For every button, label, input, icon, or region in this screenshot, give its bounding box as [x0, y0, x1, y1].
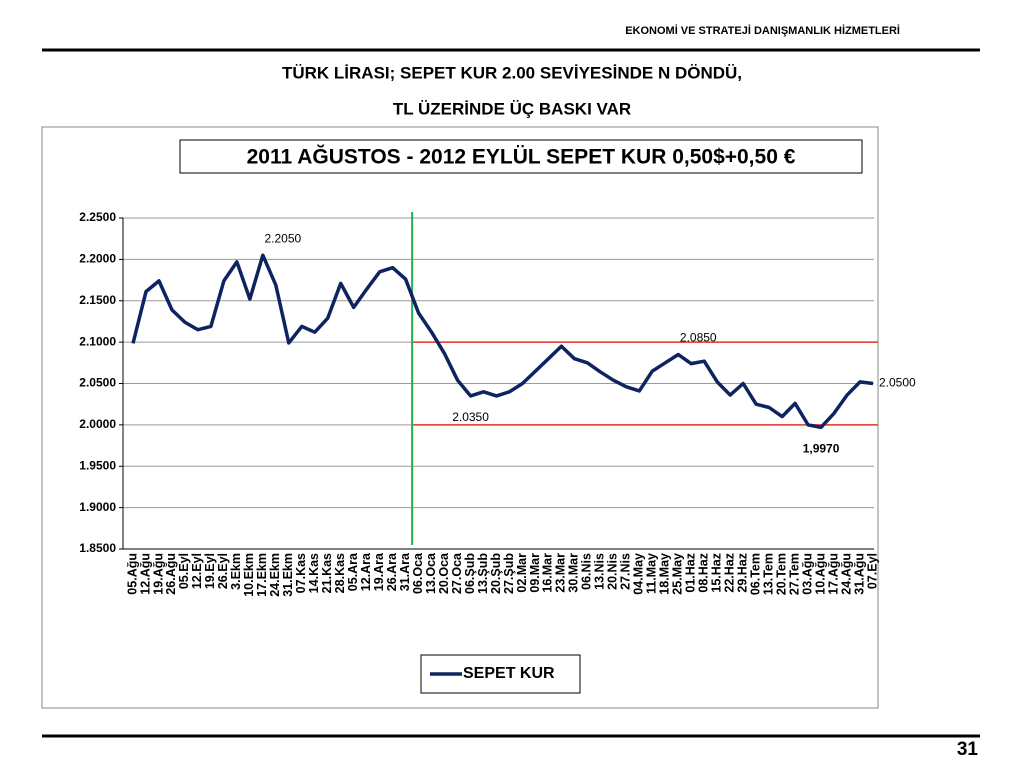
slide-title: TL ÜZERİNDE ÜÇ BASKI VAR: [393, 99, 631, 118]
y-tick-label: 1.9000: [79, 500, 116, 514]
x-tick-label: 04.May: [632, 553, 646, 595]
legend-label: SEPET KUR: [463, 665, 555, 682]
x-tick-label: 27.Nis: [619, 553, 633, 590]
x-tick-label: 06.Oca: [411, 552, 425, 594]
x-tick-label: 13.Nis: [593, 553, 607, 590]
x-tick-label: 12.Ara: [359, 552, 373, 591]
data-label: 2.0350: [452, 410, 489, 424]
x-tick-label: 31.Ara: [398, 552, 412, 591]
data-label: 1,9970: [803, 442, 840, 456]
page-number: 31: [957, 739, 979, 760]
y-tick-label: 2.1500: [79, 293, 116, 307]
x-tick-label: 24.Ağu: [839, 553, 853, 595]
x-tick-label: 03.Ağu: [800, 553, 814, 595]
x-tick-label: 28.Kas: [333, 553, 347, 593]
x-tick-label: 07.Eyl: [865, 553, 879, 589]
series-line: [131, 253, 874, 430]
x-tick-label: 3.Ekm: [229, 553, 243, 590]
slide-title: TÜRK LİRASI; SEPET KUR 2.00 SEVİYESİNDE …: [282, 63, 742, 82]
x-tick-label: 13.Şub: [476, 553, 490, 594]
x-tick-label: 10.Ekm: [242, 553, 256, 597]
chart-title-box: [179, 139, 863, 174]
y-tick-label: 1.8500: [79, 541, 116, 555]
x-tick-label: 07.Kas: [294, 553, 308, 593]
x-tick-label: 26.Eyl: [216, 553, 230, 589]
x-tick-label: 17.Ağu: [826, 553, 840, 595]
x-tick-label: 20.Tem: [774, 553, 788, 595]
x-tick-label: 11.May: [645, 553, 659, 594]
x-tick-label: 13.Tem: [761, 553, 775, 595]
data-label: 2.0850: [680, 331, 717, 345]
x-tick-label: 27.Şub: [502, 553, 516, 594]
x-tick-label: 17.Ekm: [255, 553, 269, 597]
x-tick-label: 06.Şub: [463, 553, 477, 594]
x-tick-label: 01.Haz: [684, 553, 698, 593]
x-tick-label: 14.Kas: [307, 553, 321, 593]
x-tick-label: 21.Kas: [320, 553, 334, 593]
x-tick-label: 16.Mar: [541, 553, 555, 593]
x-tick-label: 13.Oca: [424, 552, 438, 594]
x-tick-label: 18.May: [658, 553, 672, 595]
x-tick-label: 27.Tem: [787, 553, 801, 595]
x-tick-label: 20.Oca: [437, 552, 451, 594]
x-tick-label: 15.Haz: [710, 553, 724, 593]
x-tick-label: 23.Mar: [554, 553, 568, 593]
x-tick-label: 29.Haz: [735, 553, 749, 593]
x-tick-label: 26.Ara: [385, 552, 399, 591]
chart-frame: [41, 126, 879, 709]
x-tick-label: 31.Ekm: [281, 553, 295, 597]
x-tick-label: 26.Ağu: [164, 553, 178, 595]
y-tick-label: 2.0000: [79, 417, 116, 431]
header: EKONOMİ VE STRATEJİ DANIŞMANLIK HİZMETLE…: [625, 24, 900, 37]
x-tick-label: 19.Ağu: [151, 553, 165, 595]
x-tick-label: 31.Ağu: [852, 553, 866, 595]
x-tick-label: 05.Ara: [346, 552, 360, 591]
x-tick-label: 06.Tem: [748, 553, 762, 595]
x-tick-label: 24.Ekm: [268, 553, 282, 597]
x-tick-label: 08.Haz: [697, 553, 711, 593]
x-tick-label: 22.Haz: [722, 553, 736, 593]
chart-title: 2011 AĞUSTOS - 2012 EYLÜL SEPET KUR 0,50…: [247, 145, 796, 169]
x-tick-label: 10.Ağu: [813, 553, 827, 595]
x-tick-label: 19.Ara: [372, 552, 386, 591]
y-tick-label: 2.2500: [79, 210, 116, 224]
y-tick-label: 2.2000: [79, 252, 116, 266]
y-tick-label: 1.9500: [79, 458, 116, 472]
data-label: 2.0500: [879, 376, 916, 390]
x-tick-label: 06.Nis: [580, 553, 594, 590]
x-tick-label: 27.Oca: [450, 552, 464, 594]
x-tick-label: 02.Mar: [515, 553, 529, 593]
data-label: 2.2050: [264, 231, 301, 245]
x-tick-label: 12.Eyl: [190, 553, 204, 589]
x-tick-label: 20.Şub: [489, 553, 503, 594]
x-tick-label: 30.Mar: [567, 553, 581, 593]
y-tick-label: 2.0500: [79, 376, 116, 390]
x-tick-label: 25.May: [671, 553, 685, 595]
x-tick-label: 05.Eyl: [177, 553, 191, 589]
x-tick-label: 19.Eyl: [203, 553, 217, 589]
x-tick-label: 20.Nis: [606, 553, 620, 590]
x-tick-label: 12.Ağu: [138, 553, 152, 595]
x-tick-label: 09.Mar: [528, 553, 542, 593]
x-tick-label: 05.Ağu: [125, 553, 139, 595]
y-tick-label: 2.1000: [79, 334, 116, 348]
